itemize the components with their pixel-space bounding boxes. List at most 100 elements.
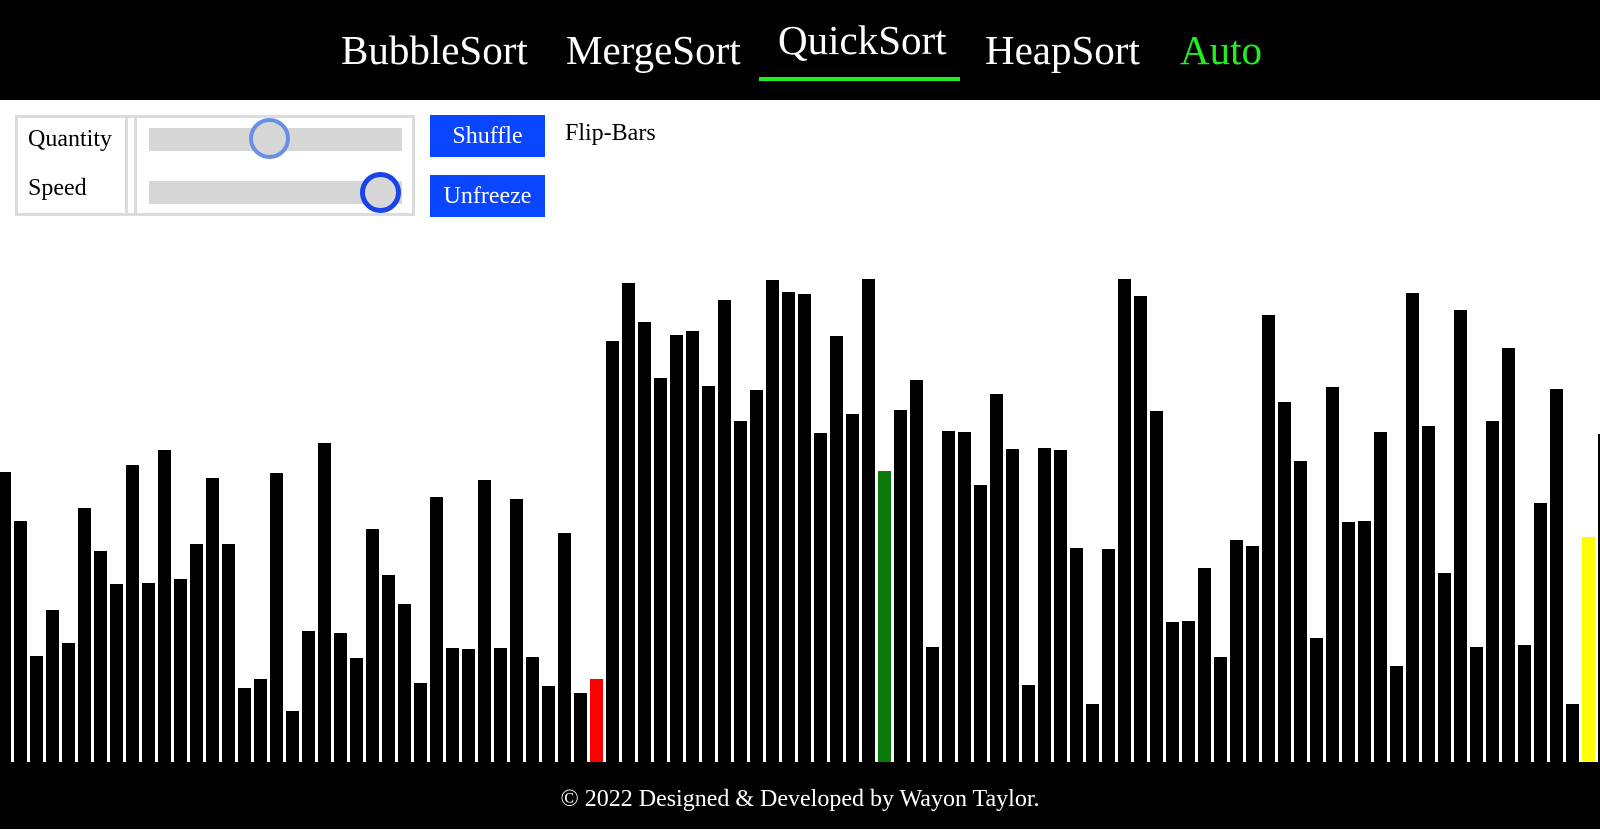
sort-bar [62, 643, 75, 762]
sort-bar [1438, 573, 1451, 762]
sort-bar [14, 521, 27, 762]
sort-bar [110, 584, 123, 762]
sort-bar [350, 658, 363, 762]
sort-bar [1406, 293, 1419, 762]
controls-panel [15, 115, 415, 216]
sort-bar [430, 497, 443, 762]
sort-bar [30, 656, 43, 762]
sort-bar [750, 390, 763, 762]
sort-bar [318, 443, 331, 762]
sort-bar [206, 478, 219, 762]
sort-bar [926, 647, 939, 762]
nav-heapsort[interactable]: HeapSort [985, 27, 1140, 73]
sort-bar [494, 648, 507, 762]
sort-bar [1262, 315, 1275, 762]
sort-bar [1582, 537, 1595, 762]
sort-bar [1374, 432, 1387, 762]
speed-slider-thumb[interactable] [360, 172, 401, 213]
sort-bar [398, 604, 411, 762]
sort-bar [702, 386, 715, 762]
sort-bar [478, 480, 491, 762]
sort-bar [846, 414, 859, 762]
sort-bar [126, 465, 139, 762]
sort-bar [78, 508, 91, 762]
sort-bar [1086, 704, 1099, 762]
controls-divider [134, 115, 137, 216]
controls-divider [125, 115, 128, 216]
sort-bar [254, 679, 267, 762]
sort-bar [574, 693, 587, 762]
sort-visualizer [0, 240, 1600, 762]
flip-bars-toggle[interactable]: Flip-Bars [565, 120, 656, 146]
sort-bar [174, 579, 187, 762]
sort-bar [0, 472, 11, 762]
quantity-slider-thumb[interactable] [249, 118, 290, 159]
sort-bar [1502, 348, 1515, 762]
sort-bar [1422, 426, 1435, 762]
sort-bar [942, 431, 955, 762]
sort-bar [1102, 549, 1115, 762]
active-tab-underline [759, 77, 960, 81]
sort-bar [542, 686, 555, 762]
sort-bar [1598, 434, 1600, 762]
sort-bar [238, 688, 251, 762]
sort-bar [1294, 461, 1307, 762]
sort-bar [462, 649, 475, 762]
sort-bar [1214, 657, 1227, 762]
sort-bar [670, 335, 683, 762]
sort-bar [1326, 387, 1339, 762]
shuffle-button[interactable]: Shuffle [430, 115, 545, 157]
sort-bar [526, 657, 539, 762]
sort-bar [1390, 666, 1403, 762]
sort-bar [590, 679, 603, 762]
sort-bar [1134, 296, 1147, 762]
sort-bar [606, 341, 619, 762]
nav-mergesort[interactable]: MergeSort [566, 27, 741, 73]
sort-bar [1310, 638, 1323, 762]
sort-bar [894, 410, 907, 762]
top-nav: BubbleSort MergeSort QuickSort HeapSort … [0, 0, 1600, 100]
sort-bar [302, 631, 315, 762]
sort-bar [1358, 521, 1371, 762]
sort-bar [622, 283, 635, 762]
sort-bar [1342, 522, 1355, 762]
nav-quicksort[interactable]: QuickSort [778, 17, 947, 63]
sort-bar [1038, 448, 1051, 762]
sort-bar [974, 485, 987, 762]
sort-bar [334, 633, 347, 762]
nav-bubblesort[interactable]: BubbleSort [341, 27, 528, 73]
sort-bar [734, 421, 747, 762]
sort-bar [798, 294, 811, 762]
sort-bar [142, 583, 155, 762]
sort-bar [718, 300, 731, 762]
sort-bar [1118, 279, 1131, 762]
sort-bar [510, 499, 523, 762]
sort-bar [1054, 450, 1067, 762]
sort-bar [222, 544, 235, 762]
sort-bar [1534, 503, 1547, 762]
sort-bar [46, 610, 59, 762]
unfreeze-button[interactable]: Unfreeze [430, 175, 545, 217]
sort-bar [1454, 310, 1467, 762]
sort-bar [654, 378, 667, 762]
speed-slider[interactable] [149, 181, 402, 204]
sort-bar [766, 280, 779, 762]
sort-bar [286, 711, 299, 762]
sort-bar [190, 544, 203, 762]
speed-label: Speed [28, 175, 87, 201]
sort-bar [1470, 647, 1483, 762]
sort-bar [638, 322, 651, 762]
sort-bar [830, 336, 843, 762]
sort-bar [382, 575, 395, 762]
nav-auto[interactable]: Auto [1180, 27, 1262, 73]
sort-bar [1518, 645, 1531, 762]
sort-bar [1022, 685, 1035, 762]
sort-bar [1230, 540, 1243, 762]
sort-bar [94, 551, 107, 762]
sort-bar [990, 394, 1003, 762]
footer: © 2022 Designed & Developed by Wayon Tay… [0, 762, 1600, 829]
sort-bar [1278, 402, 1291, 762]
sort-bar [446, 648, 459, 762]
sort-bar [1150, 411, 1163, 762]
sort-bar [1166, 622, 1179, 762]
